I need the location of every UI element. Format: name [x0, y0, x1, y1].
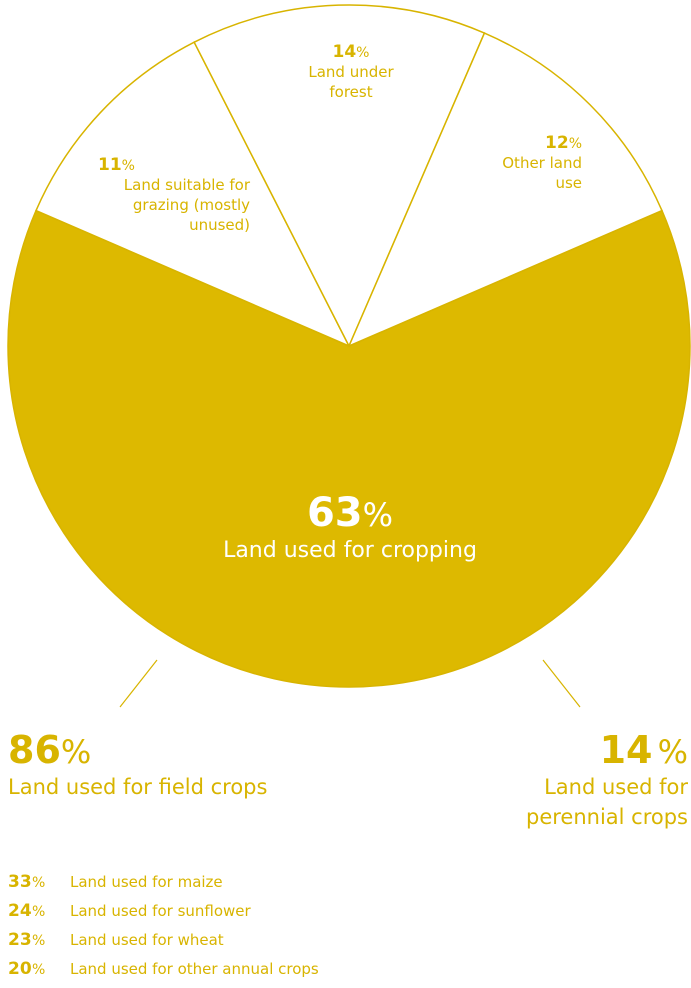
slice-label-cropping: 63% Land used for cropping: [150, 490, 550, 563]
perennial-crops-block: 14 % Land used for perennial crops: [470, 728, 688, 832]
slice-value-cropping: 63: [306, 490, 363, 536]
field-crops-block: 86% Land used for field crops: [8, 728, 328, 802]
slice-value-grazing: 11: [98, 155, 122, 175]
slice-value-other: 12: [545, 133, 569, 153]
slice-other: [347, 32, 663, 348]
perennial-crops-text: Land used for perennial crops: [525, 775, 688, 829]
slice-forest: [193, 4, 486, 348]
field-crops-text: Land used for field crops: [8, 775, 268, 799]
slice-text-forest: Land under forest: [308, 63, 394, 101]
slice-text-grazing: Land suitable for grazing (mostly unused…: [123, 176, 250, 234]
slice-cropping: [7, 209, 691, 688]
slice-label-forest: 14% Land under forest: [296, 42, 406, 102]
perennial-crops-value: 14: [599, 728, 653, 772]
list-item: 33% Land used for maize: [8, 872, 223, 892]
slice-text-cropping: Land used for cropping: [223, 538, 477, 563]
field-crops-value: 86: [8, 728, 61, 772]
list-item: 23% Land used for wheat: [8, 930, 224, 950]
slice-value-forest: 14: [332, 42, 357, 62]
leader-line-perennial-crops: [542, 659, 581, 708]
list-item: 24% Land used for sunflower: [8, 901, 251, 921]
slice-label-grazing: 11% Land suitable for grazing (mostly un…: [98, 155, 250, 234]
leader-line-field-crops: [119, 659, 158, 708]
slice-grazing: [35, 41, 351, 348]
slice-label-other: 12% Other land use: [492, 133, 582, 193]
field-crops-detail-list: 33% Land used for maize 24% Land used for …: [8, 872, 319, 988]
list-item: 20% Land used for other annual crops: [8, 959, 319, 979]
slice-text-other: Other land use: [502, 154, 582, 192]
